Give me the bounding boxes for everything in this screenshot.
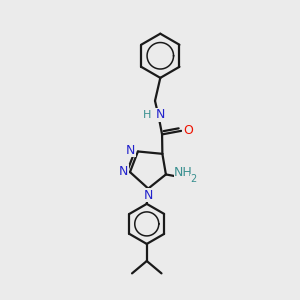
Text: N: N: [155, 108, 165, 121]
Text: N: N: [119, 165, 128, 178]
Text: O: O: [183, 124, 193, 137]
Text: H: H: [143, 110, 152, 120]
Text: N: N: [144, 189, 154, 202]
Text: N: N: [126, 143, 135, 157]
Text: NH: NH: [174, 166, 193, 179]
Text: 2: 2: [190, 174, 196, 184]
